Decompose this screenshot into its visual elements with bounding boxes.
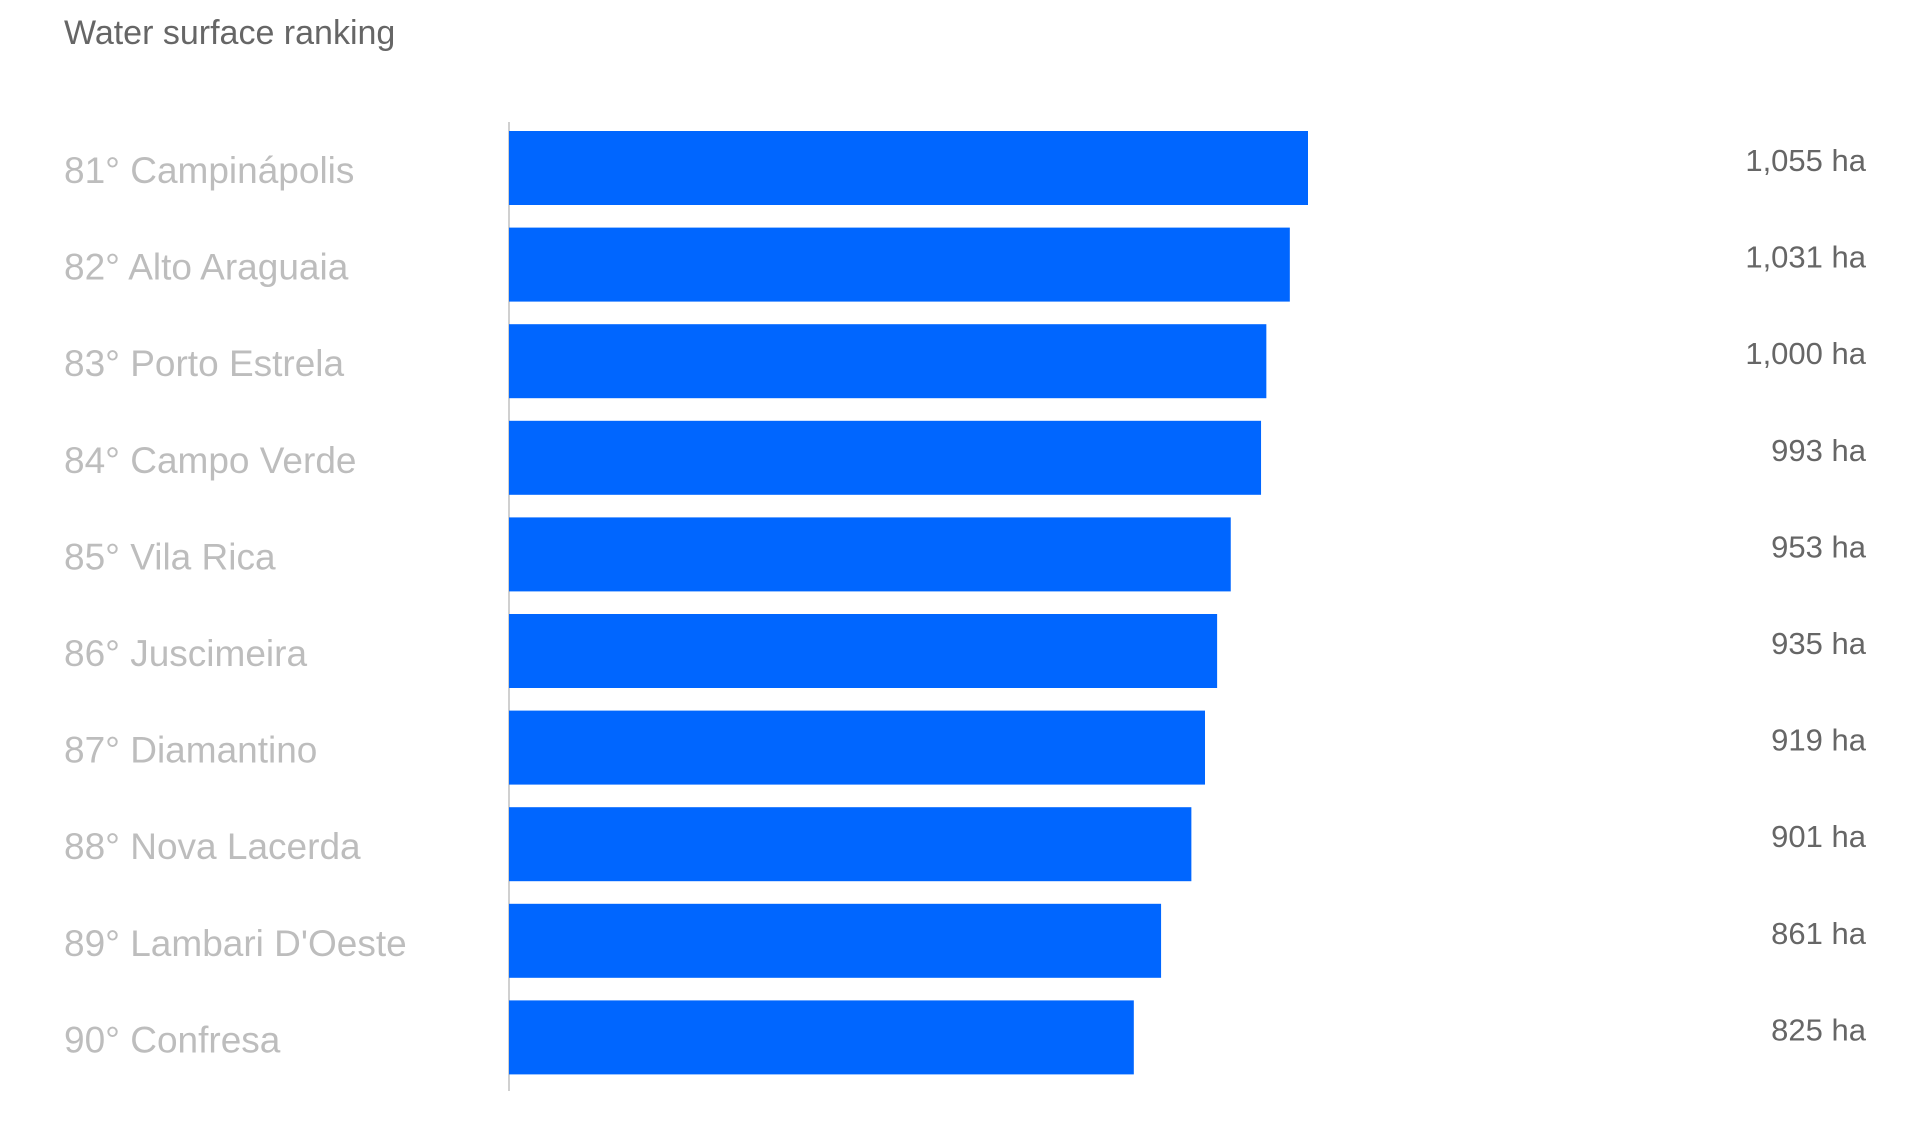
bar: [509, 131, 1308, 205]
value-label: 953 ha: [1771, 529, 1867, 564]
bar: [509, 324, 1267, 399]
bar: [509, 420, 1262, 495]
value-label: 825 ha: [1771, 1012, 1867, 1047]
bar: [509, 807, 1192, 882]
category-label: 83° Porto Estrela: [64, 343, 345, 384]
bar: [509, 614, 1218, 688]
value-label: 1,031 ha: [1745, 240, 1866, 275]
category-label: 81° Campinápolis: [64, 150, 354, 191]
bar: [509, 517, 1231, 592]
category-label: 88° Nova Lacerda: [64, 826, 361, 867]
bar: [509, 1000, 1134, 1075]
category-label: 85° Vila Rica: [64, 536, 276, 577]
bar: [509, 227, 1290, 302]
value-label: 1,000 ha: [1745, 336, 1866, 371]
value-label: 861 ha: [1771, 916, 1867, 951]
bar: [509, 710, 1206, 785]
value-label: 993 ha: [1771, 433, 1867, 468]
value-label: 1,055 ha: [1745, 143, 1866, 178]
value-label: 935 ha: [1771, 626, 1867, 661]
bar: [509, 903, 1162, 978]
category-label: 90° Confresa: [64, 1019, 281, 1060]
chart-title: Water surface ranking: [64, 14, 396, 52]
category-label: 89° Lambari D'Oeste: [64, 923, 407, 964]
category-label: 82° Alto Araguaia: [64, 247, 349, 288]
category-label: 84° Campo Verde: [64, 440, 356, 481]
category-label: 86° Juscimeira: [64, 633, 307, 674]
value-label: 919 ha: [1771, 723, 1867, 758]
category-label: 87° Diamantino: [64, 730, 317, 771]
value-label: 901 ha: [1771, 819, 1867, 854]
